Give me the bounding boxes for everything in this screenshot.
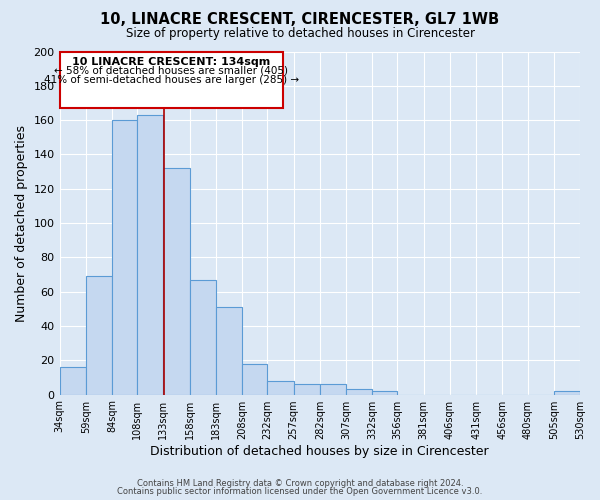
Bar [190, 280, 216, 394]
Bar [163, 168, 190, 394]
Bar [86, 276, 112, 394]
Text: 10, LINACRE CRESCENT, CIRENCESTER, GL7 1WB: 10, LINACRE CRESCENT, CIRENCESTER, GL7 1… [100, 12, 500, 28]
Text: ← 58% of detached houses are smaller (405): ← 58% of detached houses are smaller (40… [55, 66, 289, 76]
Text: Size of property relative to detached houses in Cirencester: Size of property relative to detached ho… [125, 28, 475, 40]
Bar [268, 381, 293, 394]
Bar [242, 364, 268, 394]
Bar [554, 391, 580, 394]
FancyBboxPatch shape [59, 52, 283, 108]
Text: Contains public sector information licensed under the Open Government Licence v3: Contains public sector information licen… [118, 488, 482, 496]
Bar [112, 120, 137, 394]
Bar [216, 307, 242, 394]
Bar [372, 391, 397, 394]
Text: 10 LINACRE CRESCENT: 134sqm: 10 LINACRE CRESCENT: 134sqm [73, 56, 271, 66]
Bar [293, 384, 320, 394]
X-axis label: Distribution of detached houses by size in Cirencester: Distribution of detached houses by size … [151, 444, 489, 458]
Bar [59, 367, 86, 394]
Text: 41% of semi-detached houses are larger (285) →: 41% of semi-detached houses are larger (… [44, 75, 299, 85]
Bar [346, 390, 372, 394]
Y-axis label: Number of detached properties: Number of detached properties [15, 124, 28, 322]
Text: Contains HM Land Registry data © Crown copyright and database right 2024.: Contains HM Land Registry data © Crown c… [137, 478, 463, 488]
Bar [137, 115, 163, 394]
Bar [320, 384, 346, 394]
